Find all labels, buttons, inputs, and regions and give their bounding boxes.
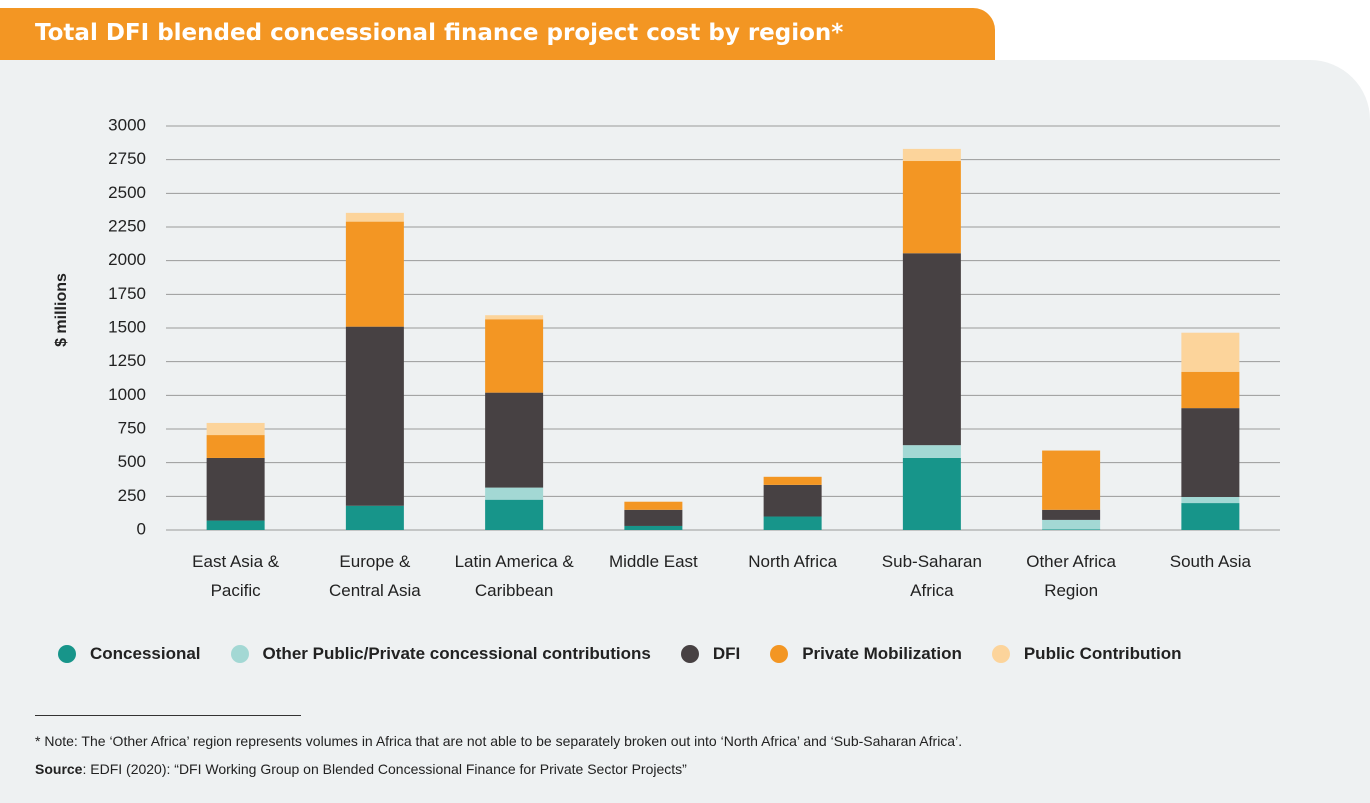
y-tick-label: 2250 — [108, 216, 146, 235]
chart-title: Total DFI blended concessional finance p… — [35, 20, 844, 46]
note: * Note: The ‘Other Africa’ region repres… — [35, 733, 963, 749]
legend-item: Private Mobilization — [770, 644, 962, 664]
bar-segment — [763, 516, 822, 530]
bar-segment — [485, 319, 544, 393]
source-label: Source — [35, 761, 83, 777]
bar-segment — [902, 161, 961, 254]
bar-segment — [1042, 519, 1101, 530]
bar-segment — [485, 487, 544, 500]
bar-segment — [1042, 509, 1101, 520]
y-tick-label: 1000 — [108, 385, 146, 404]
x-tick-label: North Africa — [748, 552, 838, 571]
legend: Concessional Other Public/Private concess… — [58, 644, 1212, 664]
legend-swatch — [991, 645, 1010, 663]
bar-segment — [1181, 371, 1240, 409]
legend-swatch — [58, 645, 76, 663]
bar-segment — [206, 520, 265, 530]
legend-label: Concessional — [90, 644, 201, 663]
bar-segment — [1042, 529, 1101, 530]
legend-item: Other Public/Private concessional contri… — [230, 644, 651, 664]
bar-segment — [624, 525, 683, 530]
bar-segment — [345, 505, 404, 530]
x-tick-label: Sub-Saharan Africa — [881, 552, 982, 600]
y-tick-label: 2000 — [108, 250, 146, 269]
legend-swatch — [680, 645, 699, 663]
legend-label: DFI — [712, 644, 741, 663]
footnote-rule — [35, 715, 301, 716]
y-axis-label: $ millions — [53, 273, 70, 347]
bar-segment — [345, 212, 404, 222]
bar-segment — [763, 484, 822, 517]
legend-swatch — [770, 645, 789, 663]
y-tick-label: 500 — [118, 452, 146, 471]
x-tick-label: Other Africa Region — [1026, 552, 1116, 600]
bar-segment — [1181, 503, 1240, 530]
bar-segment — [1181, 408, 1240, 498]
y-tick-label: 0 — [137, 519, 146, 538]
bar-segment — [206, 435, 265, 458]
bar-segment — [1042, 450, 1101, 510]
legend-label: Public Contribution — [1023, 644, 1182, 663]
bar-segment — [1181, 332, 1240, 372]
bar-segment — [902, 457, 961, 530]
legend-label: Other Public/Private concessional contri… — [262, 644, 651, 663]
legend-item: Concessional — [58, 644, 201, 664]
bar-segment — [345, 326, 404, 506]
y-tick-label: 1250 — [108, 351, 146, 370]
x-tick-label: Europe & Central Asia — [329, 552, 421, 600]
bar-segment — [902, 148, 961, 162]
legend-label: Private Mobilization — [802, 644, 962, 663]
title-tab — [0, 8, 995, 62]
bar-segment — [485, 499, 544, 530]
x-tick-label: Latin America & Caribbean — [454, 552, 574, 600]
x-tick-label: East Asia & Pacific — [192, 552, 280, 600]
bar-segment — [1181, 497, 1240, 504]
bar-segment — [624, 509, 683, 526]
x-tick-label: South Asia — [1169, 552, 1252, 571]
x-tick-label: Middle East — [608, 552, 698, 571]
legend-item: DFI — [680, 644, 741, 664]
y-tick-label: 2500 — [108, 183, 146, 202]
legend-item: Public Contribution — [991, 644, 1182, 664]
y-tick-label: 2750 — [108, 149, 146, 168]
y-tick-label: 1500 — [108, 317, 146, 336]
y-tick-label: 3000 — [108, 115, 146, 134]
bar-segment — [902, 445, 961, 458]
bar-segment — [902, 253, 961, 446]
y-tick-label: 1750 — [108, 284, 146, 303]
bar-segment — [485, 392, 544, 488]
y-tick-label: 250 — [118, 486, 146, 505]
bar-segment — [345, 221, 404, 327]
bar-segment — [624, 501, 683, 510]
bar-segment — [763, 476, 822, 485]
legend-swatch — [230, 645, 249, 663]
y-tick-label: 750 — [118, 418, 146, 437]
bar-segment — [206, 457, 265, 521]
source: Source: EDFI (2020): “DFI Working Group … — [35, 761, 687, 777]
bar-segment — [206, 422, 265, 436]
bar-segment — [485, 315, 544, 320]
source-text: : EDFI (2020): “DFI Working Group on Ble… — [82, 761, 687, 777]
